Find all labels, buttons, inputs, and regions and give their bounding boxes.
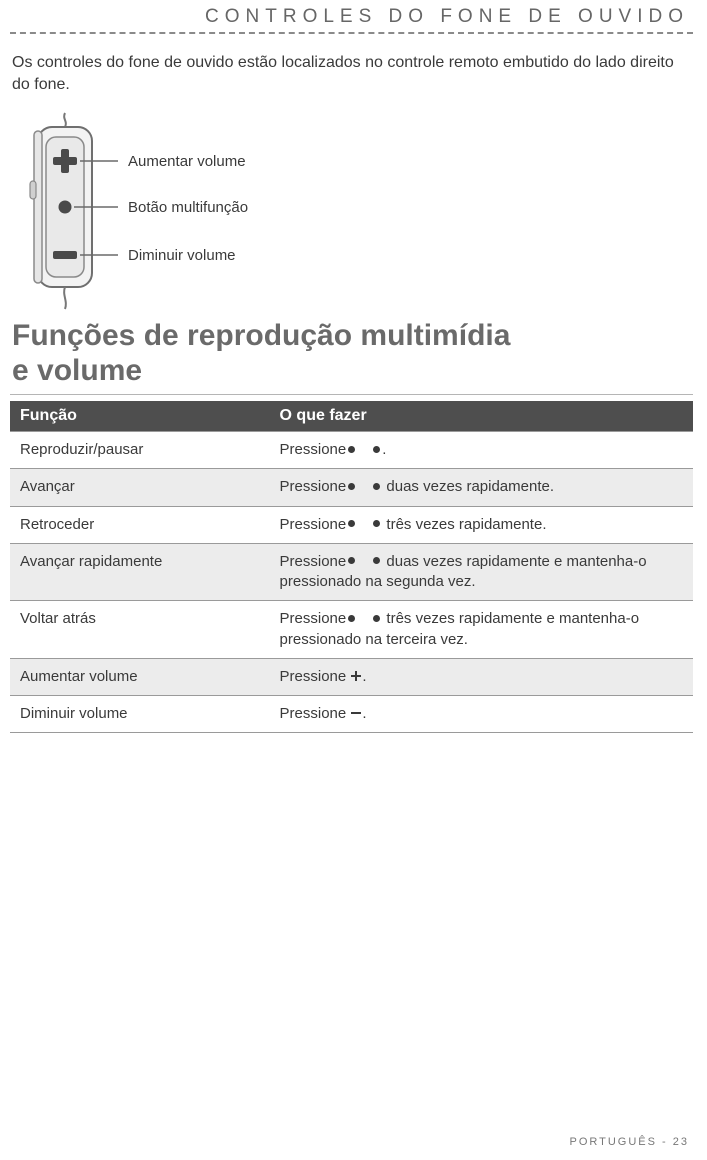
page-header-title: CONTROLES DO FONE DE OUVIDO [10,0,693,28]
multifunction-dot-icon [348,520,355,527]
th-function: Função [10,401,270,432]
cell-action: Pressione três vezes rapidamente e mante… [270,601,693,659]
multifunction-dot-icon [348,446,355,453]
intro-paragraph: Os controles do fone de ouvido estão loc… [12,52,691,95]
table-row: Avançar rapidamentePressione duas vezes … [10,543,693,601]
remote-illustration [10,111,120,311]
table-row: Reproduzir/pausarPressione. [10,432,693,469]
multifunction-dot-icon [373,615,380,622]
action-pre-text: Pressione [280,668,351,685]
remote-diagram: Aumentar volume Botão multifunção Diminu… [10,111,693,311]
action-pre-text: Pressione [280,516,347,533]
action-pre-text: Pressione [280,610,347,627]
multifunction-dot-icon [373,483,380,490]
intro-lead: Os controles [12,54,102,71]
header-dashed-rule [10,32,693,34]
cell-action: Pressione três vezes rapidamente. [270,506,693,543]
cell-function: Aumentar volume [10,658,270,695]
multifunction-dot-icon [373,557,380,564]
page-footer: PORTUGUÊS - 23 [570,1136,690,1148]
action-post-text: . [362,705,366,722]
minus-icon [351,712,361,714]
cell-function: Voltar atrás [10,601,270,659]
multifunction-dot-icon [373,520,380,527]
cell-function: Avançar rapidamente [10,543,270,601]
multifunction-dot-icon [348,615,355,622]
action-pre-text: Pressione [280,553,347,570]
label-multifunction: Botão multifunção [128,199,248,216]
cell-action: Pressione . [270,696,693,733]
cell-action: Pressione. [270,432,693,469]
cell-function: Avançar [10,469,270,506]
table-row: Aumentar volumePressione . [10,658,693,695]
table-row: AvançarPressione duas vezes rapidamente. [10,469,693,506]
multifunction-dot-icon [373,446,380,453]
cell-function: Retroceder [10,506,270,543]
cell-action: Pressione duas vezes rapidamente e mante… [270,543,693,601]
action-pre-text: Pressione [280,705,351,722]
plus-icon [351,671,361,681]
functions-table: Função O que fazer Reproduzir/pausarPres… [10,401,693,733]
action-post-text: três vezes rapidamente. [382,516,546,533]
action-post-text: duas vezes rapidamente. [382,478,554,495]
th-action: O que fazer [270,401,693,432]
cell-action: Pressione duas vezes rapidamente. [270,469,693,506]
action-post-text: . [362,668,366,685]
cell-function: Diminuir volume [10,696,270,733]
table-row: Voltar atrásPressione três vezes rapidam… [10,601,693,659]
section-rule [10,394,693,395]
multifunction-dot-icon [348,483,355,490]
cell-function: Reproduzir/pausar [10,432,270,469]
table-row: RetrocederPressione três vezes rapidamen… [10,506,693,543]
section-heading-line2: e volume [12,354,142,387]
label-volume-down: Diminuir volume [128,247,236,264]
label-volume-up: Aumentar volume [128,153,246,170]
action-pre-text: Pressione [280,441,347,458]
section-heading-line1: Funções de reprodução multimídia [12,319,510,352]
section-heading: Funções de reprodução multimídia e volum… [12,319,691,388]
multifunction-dot-icon [348,557,355,564]
cell-action: Pressione . [270,658,693,695]
table-row: Diminuir volumePressione . [10,696,693,733]
action-pre-text: Pressione [280,478,347,495]
intro-rest: do fone de ouvido estão localizados no c… [12,54,674,93]
action-post-text: . [382,441,386,458]
